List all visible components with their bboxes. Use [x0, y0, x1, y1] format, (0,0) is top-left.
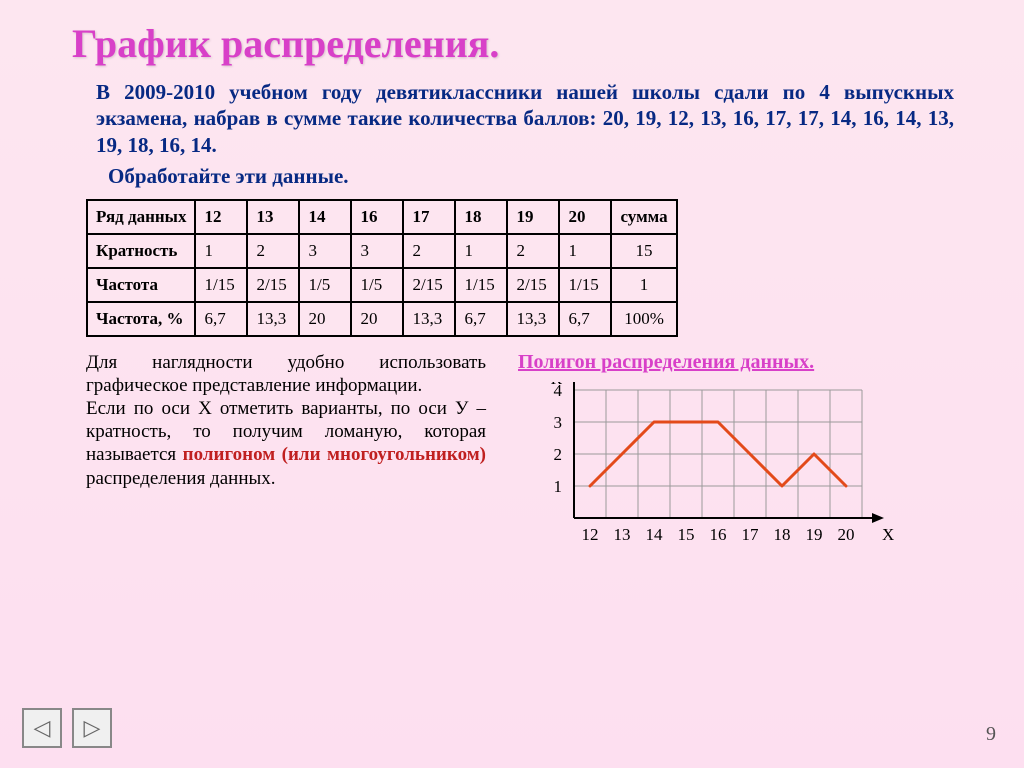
table-cell: 1/15	[195, 268, 247, 302]
table-cell: 1	[195, 234, 247, 268]
svg-text:К: К	[551, 382, 563, 388]
prev-slide-button[interactable]: ◁	[22, 708, 62, 748]
table-cell: 100%	[611, 302, 676, 336]
svg-text:16: 16	[710, 525, 727, 544]
explanation-text: Для наглядности удобно использовать граф…	[86, 351, 486, 594]
table-row: Частота1/152/151/51/52/151/152/151/151	[87, 268, 677, 302]
page-title: График распределения.	[0, 0, 1024, 79]
table-cell: 20	[299, 302, 351, 336]
table-cell: 2/15	[247, 268, 299, 302]
col-header: 19	[507, 200, 559, 234]
explanation-p2c: распределения данных.	[86, 468, 276, 489]
table-cell: 2/15	[403, 268, 455, 302]
col-header: 18	[455, 200, 507, 234]
table-row: Частота, %6,713,3202013,36,713,36,7100%	[87, 302, 677, 336]
table-cell: 15	[611, 234, 676, 268]
polygon-chart: 1234К121314151617181920Х	[528, 382, 908, 594]
table-cell: 1	[455, 234, 507, 268]
next-slide-button[interactable]: ▷	[72, 708, 112, 748]
table-cell: 1	[559, 234, 611, 268]
data-table: Ряд данных1213141617181920сумма Кратност…	[86, 199, 678, 337]
row-label-header: Ряд данных	[87, 200, 195, 234]
table-cell: 3	[351, 234, 403, 268]
table-cell: 2	[403, 234, 455, 268]
svg-text:Х: Х	[882, 525, 894, 544]
explanation-p1: Для наглядности удобно использовать граф…	[86, 351, 486, 397]
table-cell: 1/15	[559, 268, 611, 302]
table-cell: 2/15	[507, 268, 559, 302]
explanation-p2: Если по оси Х отметить варианты, по оси …	[86, 397, 486, 490]
col-header: сумма	[611, 200, 676, 234]
intro-paragraph: В 2009-2010 учебном году девятиклассники…	[0, 79, 1024, 158]
svg-text:19: 19	[806, 525, 823, 544]
row-label: Частота	[87, 268, 195, 302]
table-cell: 1/5	[351, 268, 403, 302]
table-cell: 13,3	[507, 302, 559, 336]
chart-title: Полигон распределения данных.	[518, 351, 966, 374]
svg-text:20: 20	[838, 525, 855, 544]
row-label: Частота, %	[87, 302, 195, 336]
table-row: Кратность1233212115	[87, 234, 677, 268]
svg-text:3: 3	[554, 413, 563, 432]
table-cell: 1	[611, 268, 676, 302]
col-header: 13	[247, 200, 299, 234]
table-cell: 13,3	[247, 302, 299, 336]
table-cell: 1/15	[455, 268, 507, 302]
svg-text:14: 14	[646, 525, 664, 544]
svg-text:1: 1	[554, 477, 563, 496]
page-number: 9	[986, 723, 996, 746]
table-cell: 2	[247, 234, 299, 268]
svg-text:15: 15	[678, 525, 695, 544]
row-label: Кратность	[87, 234, 195, 268]
svg-text:13: 13	[614, 525, 631, 544]
col-header: 14	[299, 200, 351, 234]
col-header: 17	[403, 200, 455, 234]
col-header: 12	[195, 200, 247, 234]
table-cell: 13,3	[403, 302, 455, 336]
svg-text:12: 12	[582, 525, 599, 544]
table-cell: 6,7	[455, 302, 507, 336]
table-cell: 20	[351, 302, 403, 336]
polygon-term: полигоном (или многоугольником)	[183, 444, 486, 465]
table-cell: 2	[507, 234, 559, 268]
table-header-row: Ряд данных1213141617181920сумма	[87, 200, 677, 234]
svg-text:2: 2	[554, 445, 563, 464]
table-cell: 1/5	[299, 268, 351, 302]
table-cell: 6,7	[195, 302, 247, 336]
col-header: 16	[351, 200, 403, 234]
col-header: 20	[559, 200, 611, 234]
table-cell: 6,7	[559, 302, 611, 336]
svg-text:18: 18	[774, 525, 791, 544]
table-cell: 3	[299, 234, 351, 268]
subheading: Обработайте эти данные.	[0, 158, 1024, 199]
svg-text:17: 17	[742, 525, 760, 544]
